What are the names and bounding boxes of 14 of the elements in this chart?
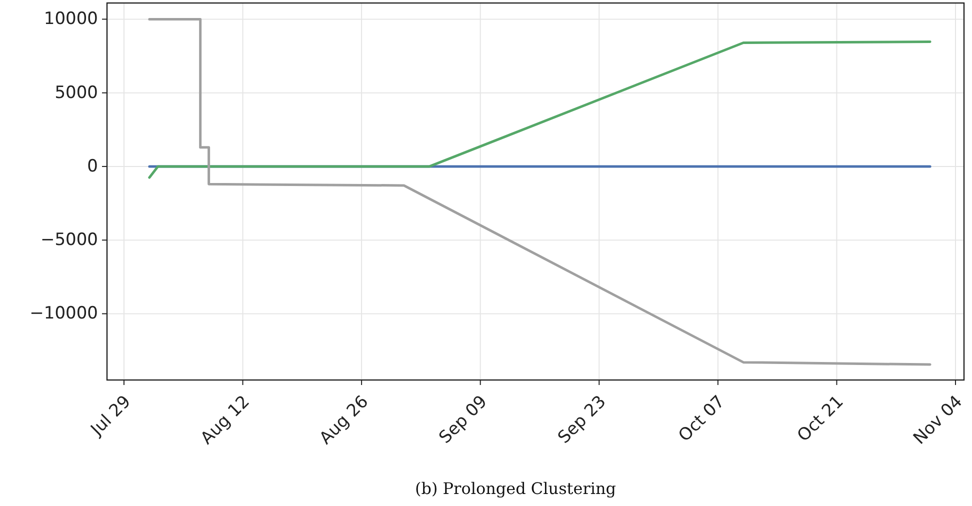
line-series: [148, 40, 932, 179]
x-tick-label: Sep 09: [435, 392, 492, 448]
y-tick-label: 5000: [54, 82, 98, 103]
x-tick-label: Oct 21: [794, 392, 848, 446]
line-series: [148, 18, 932, 366]
x-tick-label: Oct 07: [674, 392, 729, 446]
x-tick-label: Nov 04: [910, 392, 967, 449]
x-tick-label: Jul 29: [86, 392, 135, 440]
y-tick-label: −10000: [30, 304, 98, 324]
y-tick-label: −5000: [40, 230, 98, 250]
y-tick-label: 10000: [44, 9, 98, 30]
x-tick-label: Sep 23: [554, 392, 610, 448]
y-tick-label: 0: [87, 156, 98, 176]
text: (b) Prolonged Clustering: [414, 479, 616, 498]
